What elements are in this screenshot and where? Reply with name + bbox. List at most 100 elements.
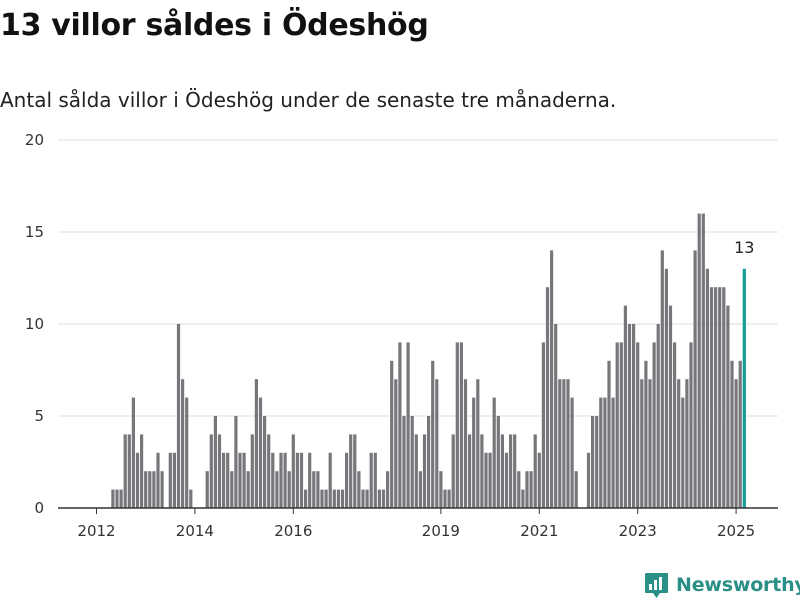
- bar: [517, 471, 521, 508]
- x-axis: 2012 2014 2016 2019 2021 2023 2025: [58, 507, 778, 538]
- bar: [586, 452, 591, 508]
- bar: [734, 379, 738, 508]
- value-label: 13: [734, 238, 754, 257]
- bar: [447, 489, 451, 508]
- bar: [361, 489, 365, 508]
- bar: [320, 489, 324, 508]
- bar: [230, 471, 234, 508]
- page-subtitle: Antal sålda villor i Ödeshög under de se…: [0, 88, 617, 112]
- bar: [258, 397, 263, 508]
- bar: [533, 434, 537, 508]
- bar: [435, 379, 439, 508]
- bar: [595, 416, 599, 508]
- bar: [156, 452, 160, 508]
- bar: [295, 452, 299, 508]
- page-title: 13 villor såldes i Ödeshög: [0, 8, 429, 43]
- bar: [135, 452, 140, 508]
- bar: [504, 452, 509, 508]
- bar: [529, 471, 533, 508]
- bar: [373, 452, 377, 508]
- bar: [263, 416, 267, 508]
- bar: [213, 416, 217, 508]
- bar: [472, 397, 476, 508]
- y-tick-label: 10: [25, 315, 44, 333]
- bar: [222, 452, 226, 508]
- bar: [640, 379, 644, 508]
- bar: [123, 434, 127, 508]
- bars: [111, 213, 746, 508]
- bar: [718, 287, 722, 508]
- bar: [574, 471, 578, 508]
- bar: [357, 471, 361, 508]
- bar: [697, 213, 701, 508]
- bar: [513, 434, 517, 508]
- bar: [238, 452, 242, 508]
- brand-footer[interactable]: Newsworthy: [644, 570, 800, 600]
- bar: [714, 287, 718, 508]
- bar: [332, 489, 336, 508]
- newsworthy-logo-icon: [645, 572, 668, 598]
- bar: [722, 287, 726, 508]
- bar: [431, 360, 435, 508]
- bar: [554, 324, 558, 508]
- bar: [168, 452, 172, 508]
- bar: [336, 489, 340, 508]
- bar: [299, 452, 304, 508]
- y-tick-label: 20: [25, 131, 44, 149]
- bar: [705, 268, 709, 508]
- bar: [185, 397, 189, 508]
- highlighted-bar: [742, 268, 746, 508]
- bar: [414, 434, 418, 508]
- bar: [172, 452, 176, 508]
- bar: [673, 342, 677, 508]
- y-axis-ticks: 0 5 10 15 20: [25, 131, 44, 517]
- bar: [140, 434, 144, 508]
- bar: [468, 434, 472, 508]
- bar: [521, 489, 525, 508]
- bar: [591, 416, 595, 508]
- bar: [381, 489, 386, 508]
- bar: [340, 489, 345, 508]
- bar: [386, 471, 390, 508]
- bar: [599, 397, 603, 508]
- y-tick-label: 15: [25, 223, 44, 241]
- bar: [127, 434, 131, 508]
- bar: [308, 452, 312, 508]
- bar: [701, 213, 705, 508]
- bar: [422, 434, 427, 508]
- bar: [463, 379, 468, 508]
- bar: [660, 250, 664, 508]
- bar: [160, 471, 164, 508]
- bar: [607, 360, 611, 508]
- bar: [246, 471, 250, 508]
- bar: [189, 489, 193, 508]
- bar: [217, 434, 222, 508]
- bar: [681, 397, 685, 508]
- x-tick-label: 2014: [176, 522, 214, 538]
- bar: [369, 452, 373, 508]
- bar: [558, 379, 562, 508]
- bar: [726, 305, 730, 508]
- bar: [656, 324, 660, 508]
- bar: [152, 471, 156, 508]
- bar: [418, 471, 422, 508]
- bar: [652, 342, 656, 508]
- bar: [115, 489, 119, 508]
- x-tick-label: 2025: [717, 522, 755, 538]
- bar: [443, 489, 447, 508]
- x-tick-label: 2023: [619, 522, 657, 538]
- bar: [664, 268, 668, 508]
- bar: [566, 379, 570, 508]
- bar: [496, 416, 500, 508]
- bar: [541, 342, 545, 508]
- bar: [451, 434, 455, 508]
- bar: [287, 471, 291, 508]
- bar: [627, 324, 632, 508]
- bar: [709, 287, 714, 508]
- bar: [131, 397, 135, 508]
- bar: [623, 305, 627, 508]
- bar: [304, 489, 308, 508]
- bar: [677, 379, 681, 508]
- y-tick-label: 5: [34, 407, 44, 425]
- bar: [550, 250, 554, 508]
